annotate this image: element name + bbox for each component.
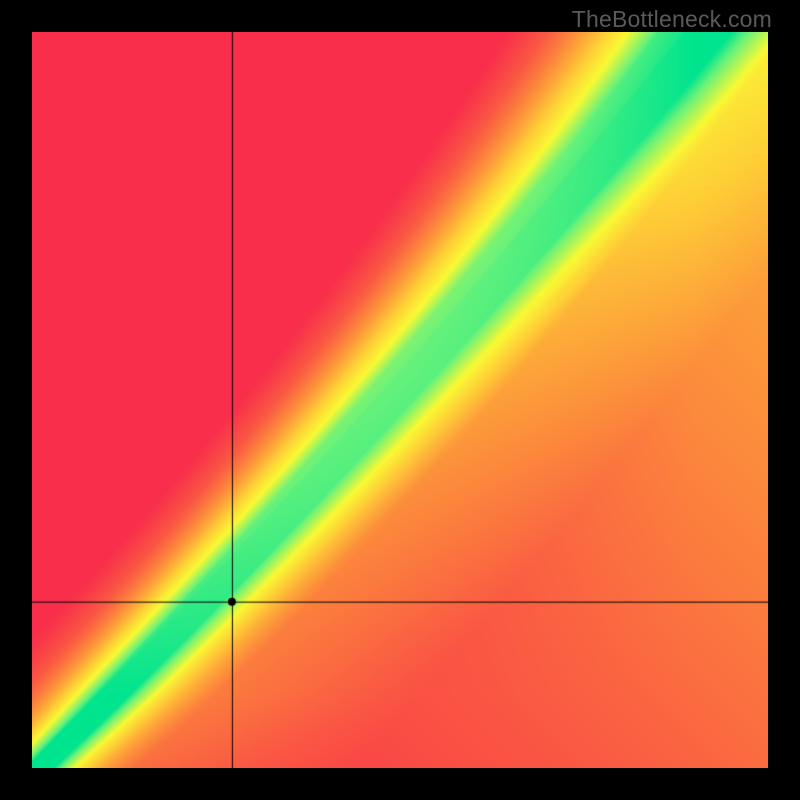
watermark-label: TheBottleneck.com: [572, 6, 772, 33]
bottleneck-heatmap: [32, 32, 768, 768]
heatmap-canvas: [32, 32, 768, 768]
